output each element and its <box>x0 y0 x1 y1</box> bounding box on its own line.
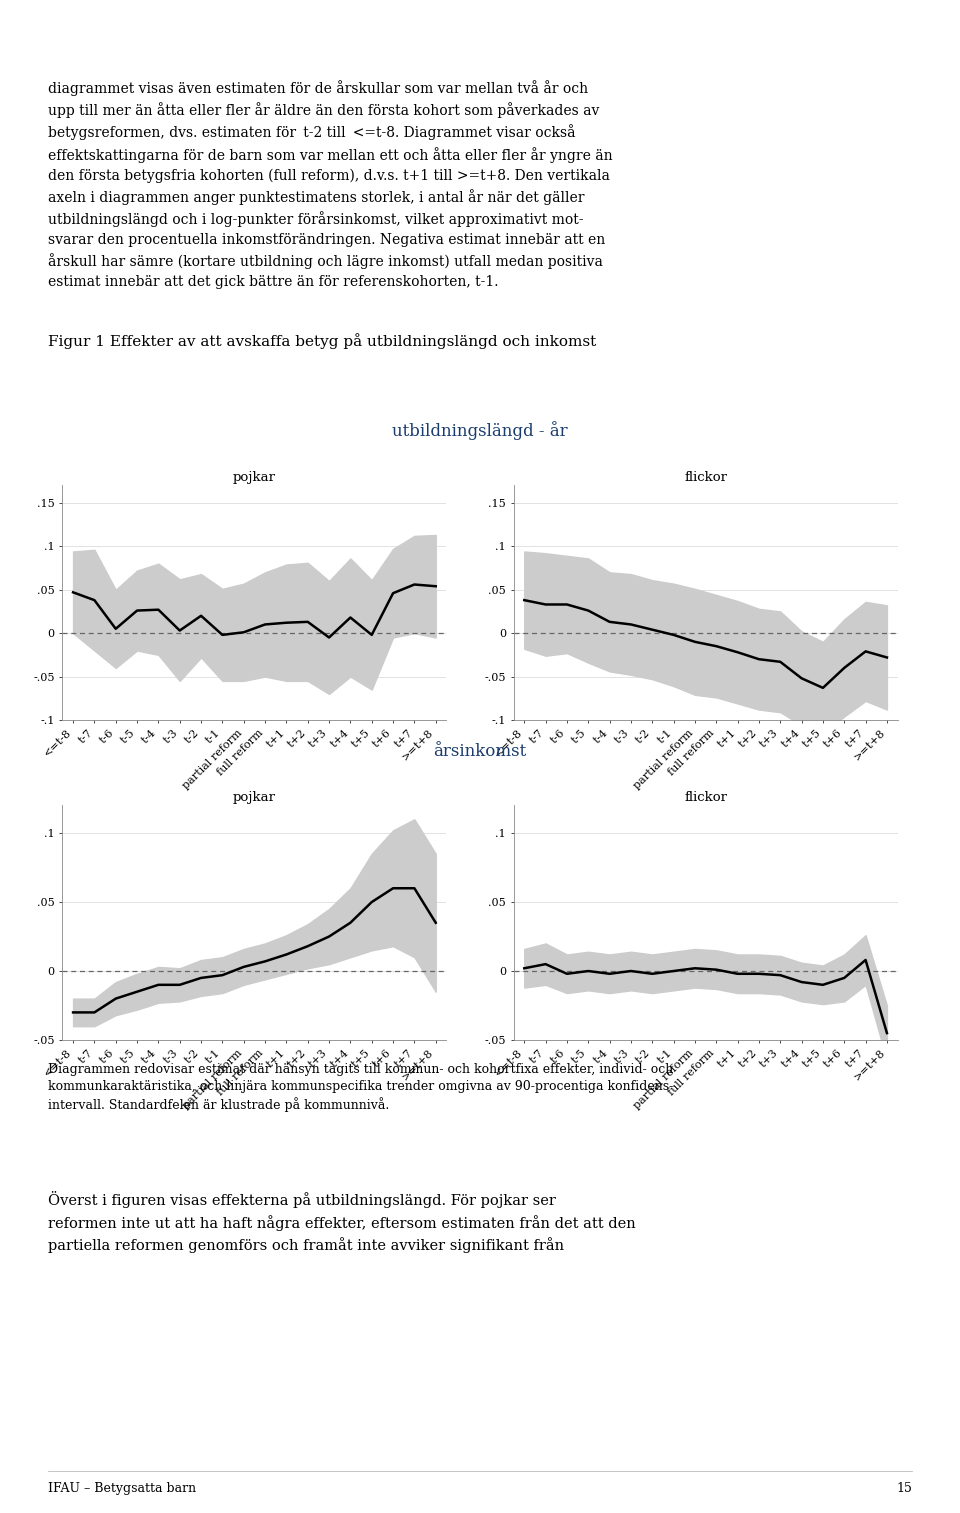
Text: Diagrammen redovisar estimat där hänsyn tagits till kommun- och kohortfixa effek: Diagrammen redovisar estimat där hänsyn … <box>48 1062 673 1112</box>
Title: pojkar: pojkar <box>233 472 276 484</box>
Text: Figur 1 Effekter av att avskaffa betyg på utbildningslängd och inkomst: Figur 1 Effekter av att avskaffa betyg p… <box>48 333 596 350</box>
Text: diagrammet visas även estimaten för de årskullar som var mellan två år och
upp t: diagrammet visas även estimaten för de å… <box>48 80 612 289</box>
Title: flickor: flickor <box>684 791 727 805</box>
Text: Överst i figuren visas effekterna på utbildningslängd. För pojkar ser
reformen i: Överst i figuren visas effekterna på utb… <box>48 1191 636 1253</box>
Text: IFAU – Betygsatta barn: IFAU – Betygsatta barn <box>48 1481 196 1495</box>
Text: årsinkomst: årsinkomst <box>433 743 527 760</box>
Text: 15: 15 <box>896 1481 912 1495</box>
Title: flickor: flickor <box>684 472 727 484</box>
Text: utbildningslängd - år: utbildningslängd - år <box>393 421 567 440</box>
Title: pojkar: pojkar <box>233 791 276 805</box>
